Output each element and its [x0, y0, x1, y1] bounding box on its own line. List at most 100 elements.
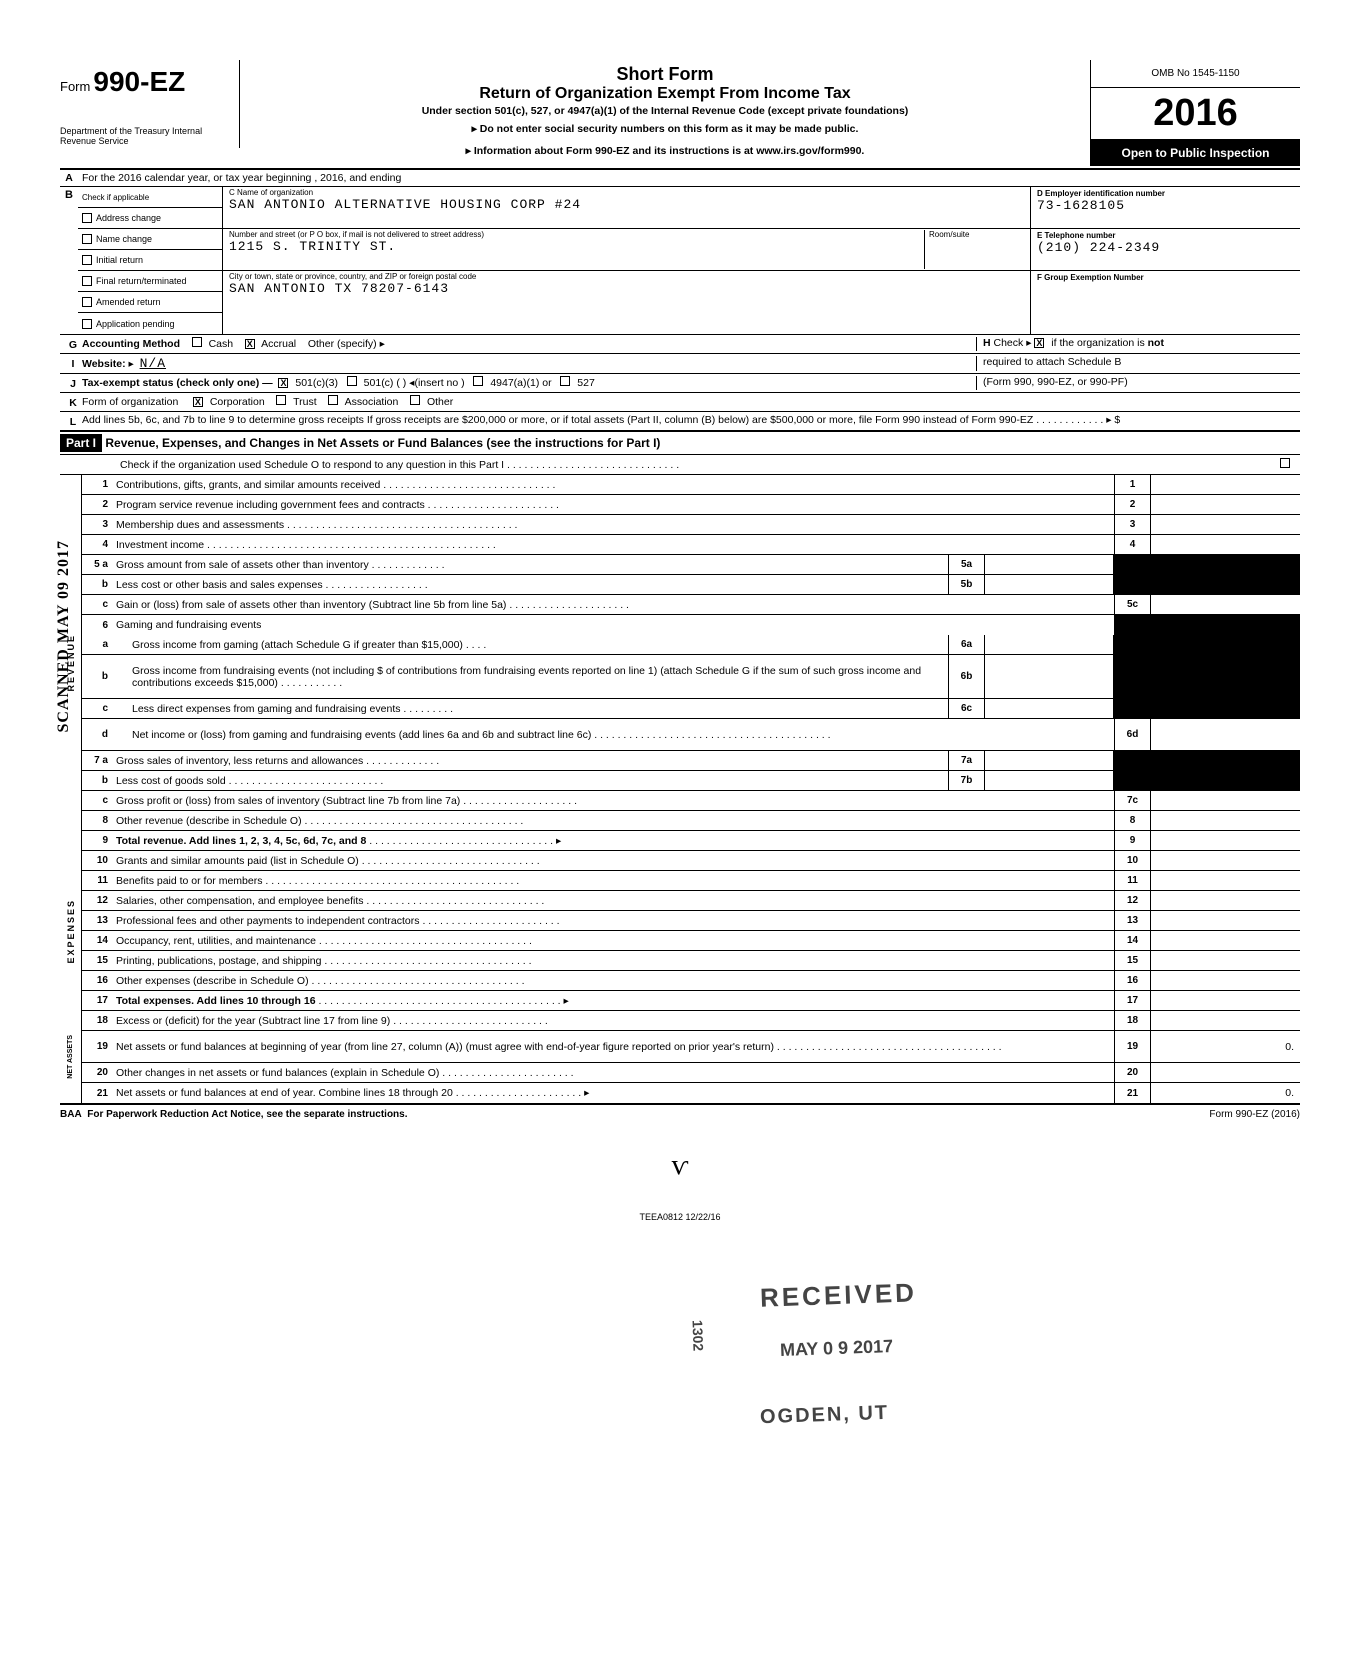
- form-page: SCANNED MAY 09 2017 Form 990-EZ Departme…: [60, 60, 1300, 1222]
- stamp-num: 1302: [689, 1320, 706, 1352]
- section-c: C Name of organization SAN ANTONIO ALTER…: [223, 187, 1030, 334]
- line-14: Occupancy, rent, utilities, and maintena…: [114, 933, 1114, 949]
- form-ref: Form 990-EZ (2016): [1209, 1109, 1300, 1120]
- chk-schedule-b[interactable]: [1034, 338, 1044, 348]
- phone-label: E Telephone number: [1037, 231, 1294, 240]
- part1-title: Revenue, Expenses, and Changes in Net As…: [105, 436, 660, 450]
- title-box: Short Form Return of Organization Exempt…: [240, 60, 1090, 161]
- expenses-side-label: EXPENSES: [60, 851, 82, 1011]
- part1-label: Part I: [60, 434, 102, 452]
- chk-name-change[interactable]: Name change: [78, 229, 222, 250]
- line-3: Membership dues and assessments . . . . …: [114, 517, 1114, 533]
- letter-h: H: [983, 337, 991, 349]
- form-header: Form 990-EZ Department of the Treasury I…: [60, 60, 1300, 170]
- chk-other-org[interactable]: [410, 395, 420, 405]
- chk-app-pending[interactable]: Application pending: [78, 313, 222, 334]
- line-15: Printing, publications, postage, and shi…: [114, 953, 1114, 969]
- omb-number: OMB No 1545-1150: [1091, 60, 1300, 88]
- initial-mark: ⱱ: [60, 1150, 1300, 1182]
- chk-association[interactable]: [328, 395, 338, 405]
- teea-code: TEEA0812 12/22/16: [60, 1212, 1300, 1222]
- part1-header: Part I Revenue, Expenses, and Changes in…: [60, 430, 1300, 455]
- open-public: Open to Public Inspection: [1091, 140, 1300, 166]
- line-10: Grants and similar amounts paid (list in…: [114, 853, 1114, 869]
- letter-l: L: [64, 414, 82, 428]
- chk-accrual[interactable]: [245, 339, 255, 349]
- form-prefix: Form: [60, 79, 90, 94]
- line-13: Professional fees and other payments to …: [114, 913, 1114, 929]
- chk-header: Check if applicable: [78, 187, 222, 208]
- line-9: Total revenue. Add lines 1, 2, 3, 4, 5c,…: [114, 833, 1114, 849]
- org-name-label: C Name of organization: [229, 188, 1024, 197]
- schedule-b-text2: (Form 990, 990-EZ, or 990-PF): [976, 376, 1296, 390]
- line-2: Program service revenue including govern…: [114, 497, 1114, 513]
- revenue-side-label: REVENUE: [60, 475, 82, 851]
- ein-label: D Employer identification number: [1037, 189, 1294, 198]
- line-6d: Net income or (loss) from gaming and fun…: [114, 727, 1114, 743]
- stamp-ogden: OGDEN, UT: [760, 1402, 890, 1429]
- city-state-zip: SAN ANTONIO TX 78207-6143: [229, 281, 1024, 296]
- chk-initial-return[interactable]: Initial return: [78, 250, 222, 271]
- chk-address-change[interactable]: Address change: [78, 208, 222, 229]
- website-value: N/A: [140, 356, 166, 371]
- assets-section: NET ASSETS 18Excess or (deficit) for the…: [60, 1011, 1300, 1105]
- expenses-section: EXPENSES 10Grants and similar amounts pa…: [60, 851, 1300, 1011]
- line-21-value: 0.: [1150, 1083, 1300, 1103]
- letter-g: G: [64, 337, 82, 351]
- part1-check-text: Check if the organization used Schedule …: [60, 459, 1280, 471]
- tax-year: 2016: [1091, 88, 1300, 140]
- chk-final-return[interactable]: Final return/terminated: [78, 271, 222, 292]
- line-11: Benefits paid to or for members . . . . …: [114, 873, 1114, 889]
- org-info-block: B Check if applicable Address change Nam…: [60, 187, 1300, 335]
- stamp-received: RECEIVED: [760, 1277, 918, 1313]
- letter-i: I: [64, 356, 82, 371]
- form-org-label: Form of organization: [82, 396, 178, 408]
- group-exemption-label: F Group Exemption Number: [1037, 273, 1294, 282]
- short-form-label: Short Form: [250, 64, 1080, 85]
- line-1: Contributions, gifts, grants, and simila…: [114, 477, 1114, 493]
- gross-receipts-text: Add lines 5b, 6c, and 7b to line 9 to de…: [82, 414, 1296, 428]
- phone-value: (210) 224-2349: [1037, 240, 1294, 255]
- chk-amended[interactable]: Amended return: [78, 292, 222, 313]
- line-8: Other revenue (describe in Schedule O) .…: [114, 813, 1114, 829]
- schedule-b-text: required to attach Schedule B: [976, 356, 1296, 371]
- chk-4947[interactable]: [473, 376, 483, 386]
- form-number-box: Form 990-EZ Department of the Treasury I…: [60, 60, 240, 148]
- chk-501c3[interactable]: [278, 378, 288, 388]
- letter-k: K: [64, 395, 82, 409]
- section-g-h: G Accounting Method Cash Accrual Other (…: [60, 335, 1300, 354]
- line-5a: Gross amount from sale of assets other t…: [114, 557, 948, 573]
- letter-a: A: [60, 170, 78, 186]
- line-20: Other changes in net assets or fund bala…: [114, 1065, 1114, 1081]
- chk-corporation[interactable]: [193, 397, 203, 407]
- section-a: A For the 2016 calendar year, or tax yea…: [60, 170, 1300, 187]
- right-info-col: D Employer identification number 73-1628…: [1030, 187, 1300, 334]
- line-6c: Less direct expenses from gaming and fun…: [114, 701, 948, 717]
- baa-notice: BAA For Paperwork Reduction Act Notice, …: [60, 1109, 408, 1120]
- section-l: L Add lines 5b, 6c, and 7b to line 9 to …: [60, 412, 1300, 430]
- chk-527[interactable]: [560, 376, 570, 386]
- ein-value: 73-1628105: [1037, 198, 1294, 213]
- form-warning: Do not enter social security numbers on …: [250, 123, 1080, 135]
- line-7a: Gross sales of inventory, less returns a…: [114, 753, 948, 769]
- stamp-date: MAY 0 9 2017: [780, 1336, 894, 1361]
- form-title: Return of Organization Exempt From Incom…: [250, 85, 1080, 103]
- line-16: Other expenses (describe in Schedule O) …: [114, 973, 1114, 989]
- line-7b: Less cost of goods sold . . . . . . . . …: [114, 773, 948, 789]
- footer: BAA For Paperwork Reduction Act Notice, …: [60, 1105, 1300, 1120]
- letter-j: J: [64, 376, 82, 390]
- line-6b: Gross income from fundraising events (no…: [114, 663, 948, 691]
- letter-b: B: [60, 187, 78, 334]
- acct-method-label: Accounting Method: [82, 338, 180, 350]
- line-5b: Less cost or other basis and sales expen…: [114, 577, 948, 593]
- section-b-checkboxes: Check if applicable Address change Name …: [78, 187, 223, 334]
- form-number: 990-EZ: [93, 66, 185, 97]
- line-19: Net assets or fund balances at beginning…: [114, 1039, 1114, 1055]
- chk-schedule-o[interactable]: [1280, 458, 1290, 468]
- chk-cash[interactable]: [192, 337, 202, 347]
- line-19-value: 0.: [1150, 1031, 1300, 1062]
- chk-501c[interactable]: [347, 376, 357, 386]
- section-i: I Website: ▸ N/A required to attach Sche…: [60, 354, 1300, 374]
- line-6: Gaming and fundraising events: [114, 617, 1114, 633]
- chk-trust[interactable]: [276, 395, 286, 405]
